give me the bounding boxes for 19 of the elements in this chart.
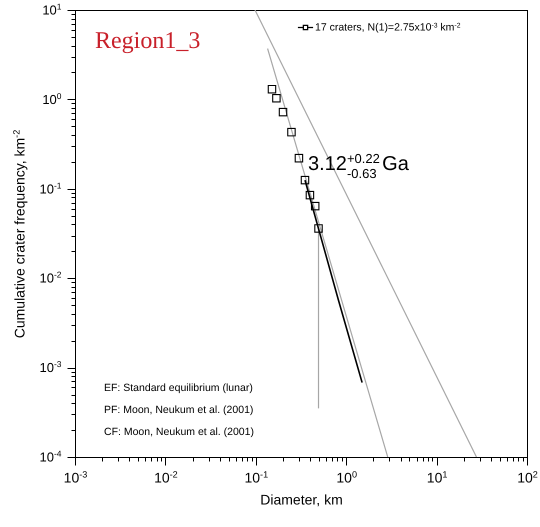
- y-tick-label: 10$^{0}$: [42, 90, 62, 107]
- x-tick-label: 10$^{0}$: [336, 470, 358, 486]
- annotation: PF: Moon, Neukum et al. (2001): [104, 404, 254, 416]
- x-tick-label: 10$^{2}$: [517, 470, 538, 486]
- annotation: EF: Standard equilibrium (lunar): [104, 382, 253, 394]
- x-tick-label: 10$^{-2}$: [154, 470, 178, 486]
- y-tick-label: 10$^{-3}$: [40, 359, 62, 376]
- legend-label: 17 craters, N(1)=2.75x10$^{-3}$ km$^{-2}$: [315, 22, 461, 34]
- x-tick-label: 10$^{-1}$: [244, 470, 268, 486]
- x-tick-label: 10$^{1}$: [426, 470, 448, 486]
- y-tick-label: 10$^{-4}$: [40, 448, 62, 464]
- x-axis-title: Diameter, km: [260, 492, 343, 508]
- y-tick-label: 10$^{-1}$: [40, 180, 62, 196]
- x-tick-label: 10$^{-3}$: [64, 470, 88, 486]
- annotation: 3.12$^{+0.22}$$_{-0.63}$ Ga: [308, 150, 410, 180]
- annotation: Region1_3: [95, 28, 200, 54]
- annotation: CF: Moon, Neukum et al. (2001): [104, 426, 254, 438]
- y-tick-label: 10$^{-2}$: [40, 270, 62, 286]
- y-tick-label: 10$^{1}$: [42, 2, 62, 18]
